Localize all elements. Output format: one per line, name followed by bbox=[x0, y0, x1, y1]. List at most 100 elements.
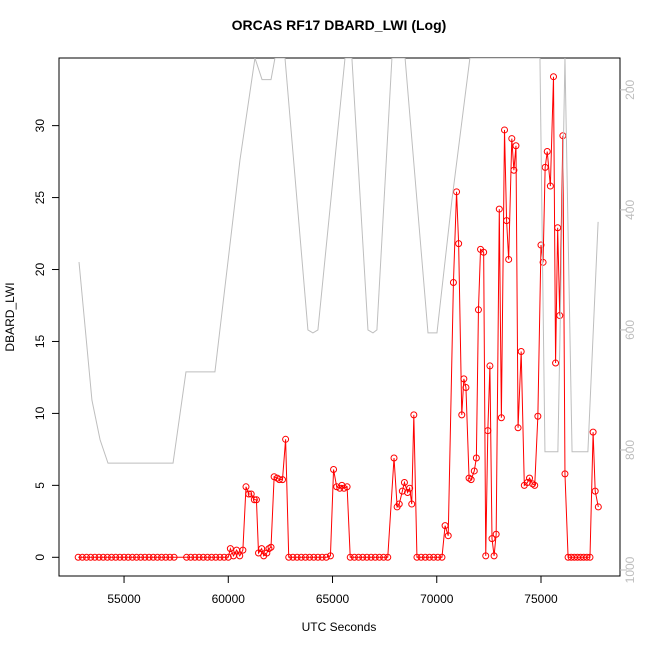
point bbox=[390, 454, 398, 462]
point bbox=[480, 248, 488, 256]
point bbox=[503, 217, 511, 225]
point bbox=[517, 348, 525, 356]
point bbox=[470, 467, 478, 475]
point bbox=[583, 553, 591, 561]
point bbox=[208, 553, 216, 561]
point bbox=[297, 553, 305, 561]
point bbox=[417, 553, 425, 561]
point bbox=[350, 553, 358, 561]
y-tick-label: 30 bbox=[33, 119, 47, 133]
point bbox=[267, 543, 275, 551]
point bbox=[589, 428, 597, 436]
point bbox=[380, 553, 388, 561]
x-tick-label: 55000 bbox=[107, 592, 141, 606]
point bbox=[552, 359, 560, 367]
y-tick-label: 15 bbox=[33, 334, 47, 348]
y-axis-label: DBARD_LWI bbox=[3, 282, 17, 351]
x-axis-label: UTC Seconds bbox=[302, 620, 377, 634]
point bbox=[561, 470, 569, 478]
point bbox=[474, 306, 482, 314]
point bbox=[78, 553, 86, 561]
series-line bbox=[78, 58, 599, 464]
point bbox=[514, 424, 522, 432]
point bbox=[460, 375, 468, 383]
point bbox=[343, 483, 351, 491]
point bbox=[441, 522, 449, 530]
point bbox=[484, 427, 492, 435]
point bbox=[512, 142, 520, 150]
point bbox=[183, 553, 191, 561]
point bbox=[346, 553, 354, 561]
point bbox=[158, 553, 166, 561]
point bbox=[187, 553, 195, 561]
point bbox=[490, 552, 498, 560]
point bbox=[537, 241, 545, 249]
point bbox=[191, 553, 199, 561]
point bbox=[359, 553, 367, 561]
point bbox=[128, 553, 136, 561]
point bbox=[406, 484, 414, 492]
point bbox=[282, 435, 290, 443]
point bbox=[322, 553, 330, 561]
point bbox=[534, 412, 542, 420]
point bbox=[278, 476, 286, 484]
point bbox=[285, 553, 293, 561]
point bbox=[306, 553, 314, 561]
point bbox=[250, 496, 258, 504]
point bbox=[112, 553, 120, 561]
plot-frame bbox=[58, 57, 621, 577]
point bbox=[384, 553, 392, 561]
point bbox=[318, 553, 326, 561]
point bbox=[434, 553, 442, 561]
point bbox=[508, 135, 516, 143]
point bbox=[501, 126, 509, 134]
point bbox=[404, 489, 412, 497]
y-tick-label: 0 bbox=[33, 554, 47, 561]
point bbox=[546, 182, 554, 190]
point bbox=[465, 474, 473, 482]
point bbox=[371, 553, 379, 561]
point bbox=[145, 553, 153, 561]
point bbox=[239, 546, 247, 554]
point bbox=[375, 553, 383, 561]
point bbox=[226, 545, 234, 553]
chart-title: ORCAS RF17 DBARD_LWI (Log) bbox=[232, 17, 447, 33]
point bbox=[586, 553, 594, 561]
point bbox=[242, 483, 250, 491]
point bbox=[526, 474, 534, 482]
point bbox=[529, 480, 537, 488]
x-tick-label: 65000 bbox=[316, 592, 350, 606]
point bbox=[116, 553, 124, 561]
point bbox=[153, 553, 161, 561]
point bbox=[556, 312, 564, 320]
point bbox=[497, 414, 505, 422]
y2-tick-label: 800 bbox=[623, 440, 637, 460]
point bbox=[510, 166, 518, 174]
point bbox=[216, 553, 224, 561]
y2-tick-label: 1000 bbox=[623, 556, 637, 583]
point bbox=[265, 545, 273, 553]
point bbox=[162, 553, 170, 561]
point bbox=[425, 553, 433, 561]
x-tick-label: 70000 bbox=[420, 592, 454, 606]
point bbox=[330, 466, 338, 474]
point bbox=[91, 553, 99, 561]
point bbox=[449, 278, 457, 286]
point bbox=[236, 552, 244, 560]
y-tick-label: 25 bbox=[33, 191, 47, 205]
point bbox=[488, 535, 496, 543]
point bbox=[591, 487, 599, 495]
point bbox=[444, 532, 452, 540]
point bbox=[120, 553, 128, 561]
point bbox=[87, 553, 95, 561]
point bbox=[326, 552, 334, 560]
point bbox=[421, 553, 429, 561]
point bbox=[400, 478, 408, 486]
point bbox=[195, 553, 203, 561]
point bbox=[133, 553, 141, 561]
point bbox=[395, 500, 403, 508]
point bbox=[258, 545, 266, 553]
point bbox=[289, 553, 297, 561]
point bbox=[301, 553, 309, 561]
